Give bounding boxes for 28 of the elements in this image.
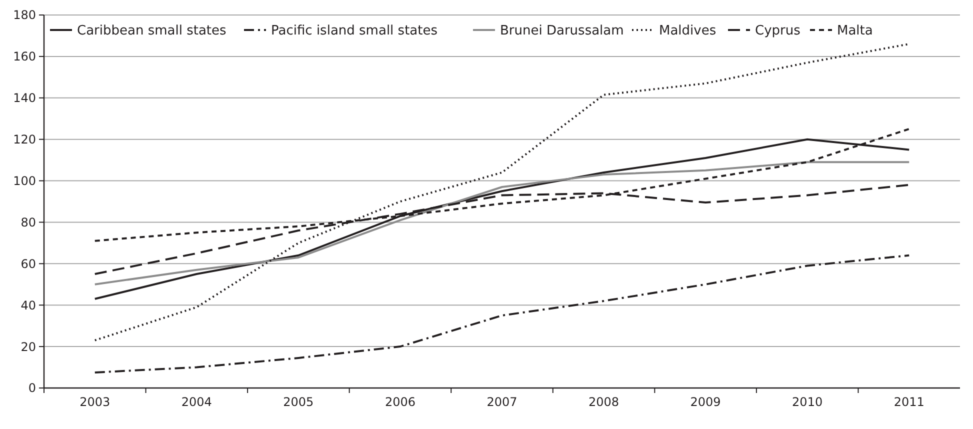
y-tick-label: 0 — [28, 381, 36, 396]
x-tick-label: 2005 — [283, 395, 314, 409]
y-tick-label: 180 — [13, 8, 36, 22]
legend-label: Maldives — [659, 24, 716, 39]
legend-label: Malta — [837, 24, 873, 39]
legend-label: Caribbean small states — [77, 24, 227, 39]
legend-label: Cyprus — [755, 24, 801, 39]
line-series — [94, 254, 910, 374]
legend-label: Brunei Darussalam — [500, 24, 624, 39]
line-series — [94, 43, 910, 342]
legend-label: Pacific island small states — [271, 24, 438, 39]
line-series — [94, 161, 910, 286]
x-tick-label: 2007 — [486, 395, 518, 409]
y-tick-label: 20 — [20, 340, 36, 354]
x-tick-label: 2011 — [894, 395, 924, 409]
x-tick-label: 2009 — [690, 395, 721, 409]
y-tick-label: 80 — [20, 215, 36, 230]
y-tick-label: 100 — [13, 174, 36, 188]
x-tick-label: 2006 — [384, 395, 416, 409]
x-tick-label: 2010 — [792, 395, 823, 409]
x-tick-label: 2003 — [80, 395, 110, 409]
y-tick-label: 40 — [20, 298, 36, 312]
y-tick-label: 60 — [20, 256, 36, 271]
x-tick-label: 2008 — [588, 395, 620, 409]
y-tick-label: 140 — [13, 91, 36, 106]
y-tick-label: 160 — [13, 50, 36, 64]
y-tick-label: 120 — [13, 132, 36, 147]
x-tick-label: 2004 — [181, 395, 212, 409]
